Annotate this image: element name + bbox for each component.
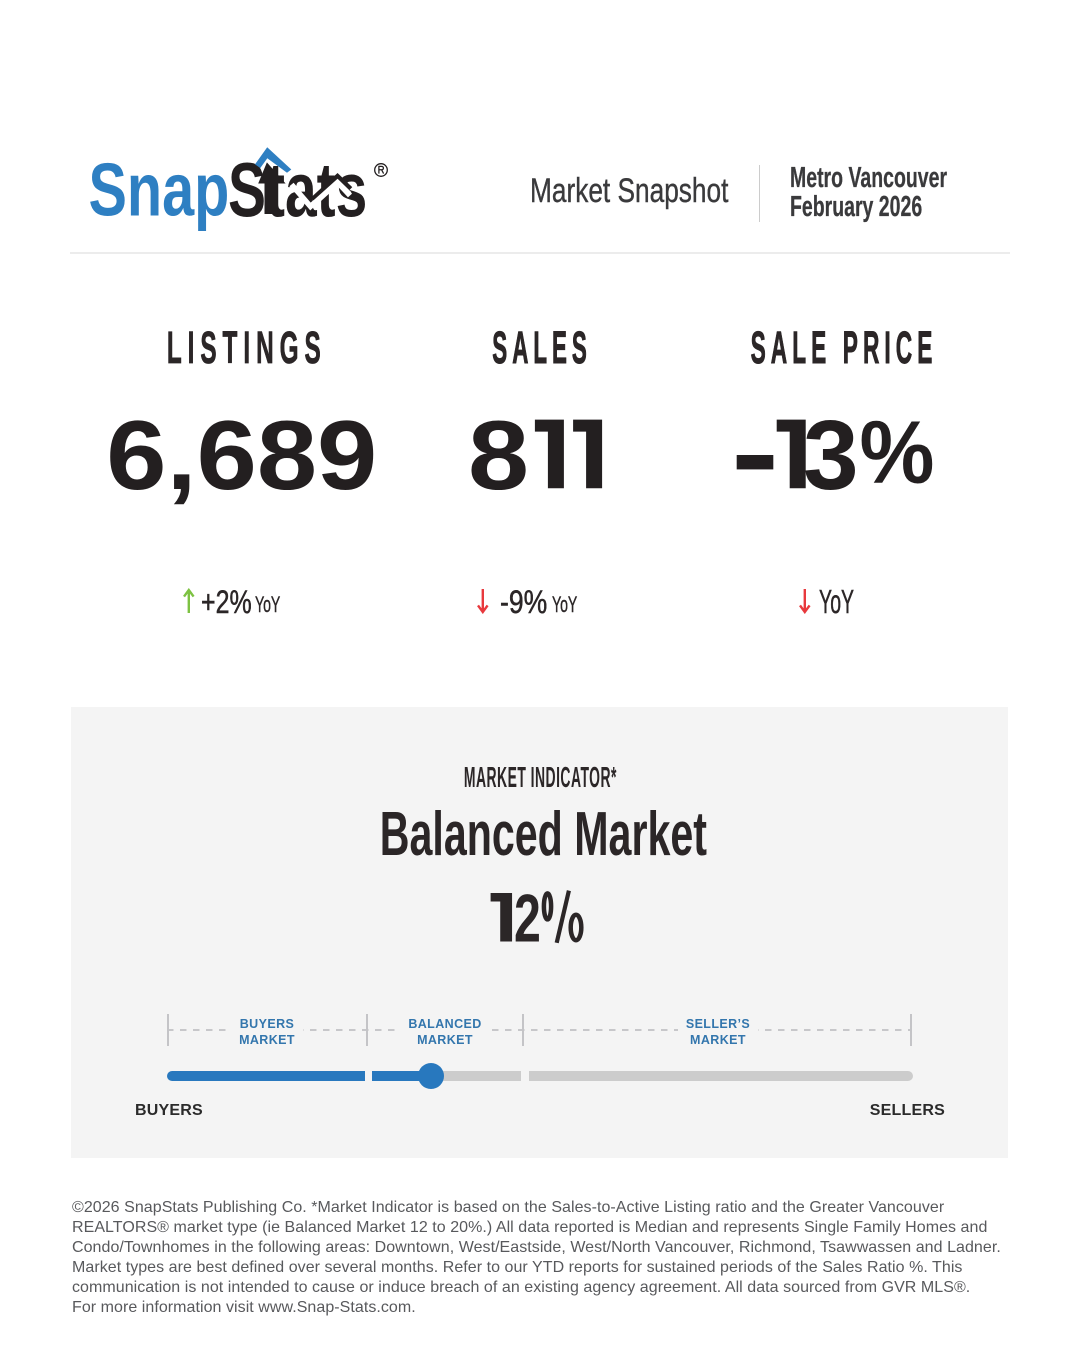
svg-text:Snap: Snap	[89, 148, 230, 232]
svg-text:8: 8	[468, 405, 529, 511]
svg-text:2: 2	[514, 882, 541, 950]
svg-text:%: %	[860, 405, 935, 503]
svg-text:6,689: 6,689	[106, 405, 377, 510]
svg-text:3: 3	[803, 405, 859, 510]
